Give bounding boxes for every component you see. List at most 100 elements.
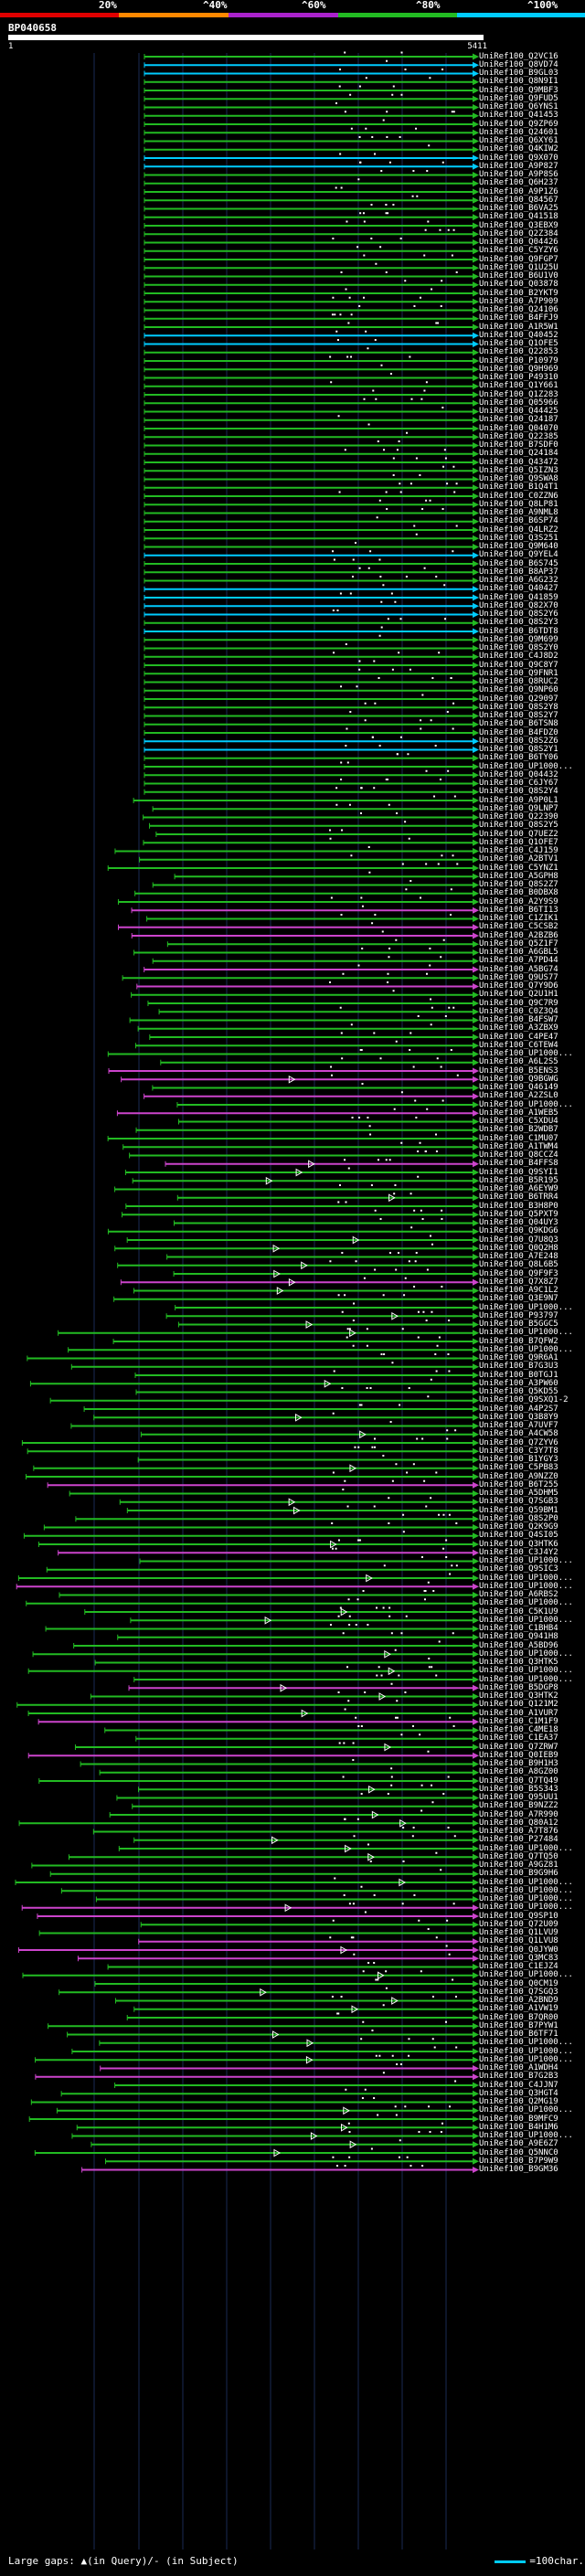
hit-name[interactable]: UniRef100_Q6YNS1: [479, 102, 558, 111]
hit-name[interactable]: UniRef100_C6JY67: [479, 779, 558, 788]
hit-name[interactable]: UniRef100_Q9YEL4: [479, 550, 558, 560]
hit-name[interactable]: UniRef100_Q9C8Y7: [479, 660, 558, 670]
hit-name[interactable]: UniRef100_Q8S2Y8: [479, 702, 558, 712]
hit-name[interactable]: UniRef100_Q9BGWG: [479, 1074, 558, 1084]
hit-name[interactable]: UniRef100_B3H8P0: [479, 1201, 558, 1211]
hit-name[interactable]: UniRef100_B4FDZ0: [479, 727, 558, 737]
hit-name[interactable]: UniRef100_A4P2S7: [479, 1404, 558, 1414]
hit-name[interactable]: UniRef100_A6L2S5: [479, 1057, 558, 1067]
hit-name[interactable]: UniRef100_Q22385: [479, 431, 558, 441]
hit-name[interactable]: UniRef100_Q8VD74: [479, 59, 558, 69]
hit-name[interactable]: UniRef100_A7R990: [479, 1809, 558, 1819]
hit-name[interactable]: UniRef100_UP1000...: [479, 2105, 573, 2115]
hit-name[interactable]: UniRef100_Q72U09: [479, 1919, 558, 1929]
hit-name[interactable]: UniRef100_Q05966: [479, 398, 558, 408]
hit-name[interactable]: UniRef100_A5DHM5: [479, 1489, 558, 1498]
hit-name[interactable]: UniRef100_Q9H969: [479, 364, 558, 374]
hit-name[interactable]: UniRef100_Q9SYI1: [479, 1167, 558, 1177]
hit-name[interactable]: UniRef100_Q1LVU9: [479, 1928, 558, 1937]
hit-name[interactable]: UniRef100_C5YZY6: [479, 246, 558, 256]
hit-name[interactable]: UniRef100_Q1U25U: [479, 262, 558, 272]
hit-name[interactable]: UniRef100_Q7Y9D6: [479, 981, 558, 991]
hit-name[interactable]: UniRef100_B0TGJ1: [479, 1370, 558, 1380]
hit-name[interactable]: UniRef100_UP1000...: [479, 2054, 573, 2064]
hit-name[interactable]: UniRef100_Q5KD55: [479, 1387, 558, 1396]
hit-name[interactable]: UniRef100_Q9SIC3: [479, 1564, 558, 1574]
hit-name[interactable]: UniRef100_A9NZZ0: [479, 1471, 558, 1481]
hit-name[interactable]: UniRef100_Q9SXQ1-2: [479, 1395, 569, 1405]
hit-name[interactable]: UniRef100_B0DBX8: [479, 888, 558, 898]
hit-name[interactable]: UniRef100_C4J159: [479, 846, 558, 855]
hit-name[interactable]: UniRef100_Q8S2Y0: [479, 643, 558, 652]
hit-name[interactable]: UniRef100_Q24601: [479, 127, 558, 137]
hit-name[interactable]: UniRef100_A6G232: [479, 576, 558, 585]
hit-name[interactable]: UniRef100_Q9M640: [479, 542, 558, 551]
hit-name[interactable]: UniRef100_B9H1H3: [479, 1759, 558, 1768]
hit-name[interactable]: UniRef100_Q8N9I1: [479, 77, 558, 87]
hit-name[interactable]: UniRef100_B4FFS8: [479, 1159, 558, 1169]
hit-name[interactable]: UniRef100_A1VUR7: [479, 1708, 558, 1718]
hit-name[interactable]: UniRef100_Q9ZP69: [479, 119, 558, 129]
hit-name[interactable]: UniRef100_Q8L6B5: [479, 1260, 558, 1270]
hit-name[interactable]: UniRef100_B6S745: [479, 558, 558, 568]
hit-name[interactable]: UniRef100_B7G2B3: [479, 2072, 558, 2082]
hit-name[interactable]: UniRef100_C1EJZ4: [479, 1962, 558, 1971]
hit-name[interactable]: UniRef100_Q22390: [479, 812, 558, 822]
hit-name[interactable]: UniRef100_Q3EBX9: [479, 220, 558, 230]
hit-name[interactable]: UniRef100_B7QR00: [479, 2012, 558, 2022]
hit-name[interactable]: UniRef100_Q3S251: [479, 533, 558, 543]
hit-name[interactable]: UniRef100_Q95UU1: [479, 1793, 558, 1802]
hit-name[interactable]: UniRef100_Q04426: [479, 238, 558, 247]
hit-name[interactable]: UniRef100_UP1000...: [479, 1877, 573, 1887]
hit-name[interactable]: UniRef100_B7PYW1: [479, 2020, 558, 2030]
hit-name[interactable]: UniRef100_A5BD96: [479, 1640, 558, 1650]
hit-name[interactable]: UniRef100_UP1000...: [479, 2131, 573, 2140]
hit-name[interactable]: UniRef100_B1YGY3: [479, 1455, 558, 1464]
hit-name[interactable]: UniRef100_C0Z3Q4: [479, 1006, 558, 1016]
hit-name[interactable]: UniRef100_Q8S2Z7: [479, 880, 558, 889]
hit-name[interactable]: UniRef100_B6SP74: [479, 516, 558, 526]
hit-name[interactable]: UniRef100_Q9LNP7: [479, 803, 558, 813]
hit-name[interactable]: UniRef100_Q9C7R9: [479, 998, 558, 1008]
hit-name[interactable]: UniRef100_UP1000...: [479, 1049, 573, 1058]
hit-name[interactable]: UniRef100_Q04070: [479, 423, 558, 433]
hit-name[interactable]: UniRef100_Q7SGQ3: [479, 1987, 558, 1997]
hit-name[interactable]: UniRef100_A1VW19: [479, 2004, 558, 2014]
hit-name[interactable]: UniRef100_Q2Z384: [479, 228, 558, 239]
hit-name[interactable]: UniRef100_A5GPH8: [479, 871, 558, 881]
hit-name[interactable]: UniRef100_Q9US77: [479, 972, 558, 982]
hit-name[interactable]: UniRef100_B9MFC9: [479, 2114, 558, 2124]
hit-name[interactable]: UniRef100_A9P1Z6: [479, 186, 558, 196]
hit-name[interactable]: UniRef100_Q59BM1: [479, 1505, 558, 1515]
hit-name[interactable]: UniRef100_C3Y7T8: [479, 1446, 558, 1456]
hit-name[interactable]: UniRef100_Q24187: [479, 415, 558, 425]
hit-name[interactable]: UniRef100_Q44425: [479, 407, 558, 416]
hit-name[interactable]: UniRef100_A8GZ00: [479, 1767, 558, 1777]
hit-name[interactable]: UniRef100_A2BZB6: [479, 930, 558, 940]
hit-name[interactable]: UniRef100_C4JJN7: [479, 2080, 558, 2090]
hit-name[interactable]: UniRef100_Q9FGP7: [479, 254, 558, 264]
hit-name[interactable]: UniRef100_Q80A12: [479, 1818, 558, 1828]
hit-name[interactable]: UniRef100_B5DGP8: [479, 1682, 558, 1692]
hit-name[interactable]: UniRef100_Q24106: [479, 305, 558, 314]
hit-name[interactable]: UniRef100_Q5NNC0: [479, 2147, 558, 2157]
hit-name[interactable]: UniRef100_A9P8S6: [479, 170, 558, 179]
hit-name[interactable]: UniRef100_Q6H237: [479, 178, 558, 188]
hit-name[interactable]: UniRef100_B6TRR4: [479, 1193, 558, 1203]
hit-name[interactable]: UniRef100_A7E248: [479, 1252, 558, 1261]
hit-name[interactable]: UniRef100_P93797: [479, 1310, 558, 1320]
hit-name[interactable]: UniRef100_Q1OFE7: [479, 837, 558, 847]
hit-name[interactable]: UniRef100_Q3HTK6: [479, 1539, 558, 1549]
hit-name[interactable]: UniRef100_Q5Z1F7: [479, 938, 558, 949]
hit-name[interactable]: UniRef100_B9GL03: [479, 69, 558, 78]
hit-name[interactable]: UniRef100_Q8S2P0: [479, 1513, 558, 1523]
hit-name[interactable]: UniRef100_B4H1M6: [479, 2122, 558, 2132]
hit-name[interactable]: UniRef100_B6T255: [479, 1479, 558, 1489]
hit-name[interactable]: UniRef100_B4FFJ9: [479, 313, 558, 323]
hit-name[interactable]: UniRef100_A2ZSL0: [479, 1091, 558, 1101]
hit-name[interactable]: UniRef100_Q0CM19: [479, 1978, 558, 1988]
hit-name[interactable]: UniRef100_C1ZIK1: [479, 914, 558, 923]
hit-name[interactable]: UniRef100_UP1000...: [479, 1302, 573, 1312]
hit-name[interactable]: UniRef100_Q5IZN3: [479, 465, 558, 475]
hit-name[interactable]: UniRef100_Q1Z283: [479, 389, 558, 399]
